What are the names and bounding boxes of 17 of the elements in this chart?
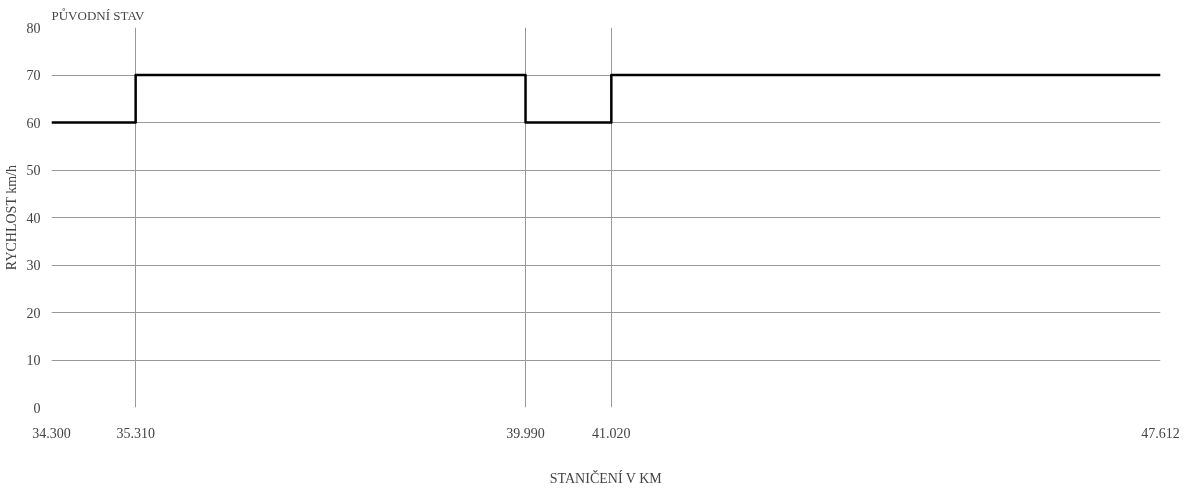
x-tick-label: 41.020 <box>592 425 631 441</box>
y-tick-label: 60 <box>26 115 41 131</box>
x-axis-title: STANIČENÍ V KM <box>549 469 663 486</box>
y-tick-label: 20 <box>26 305 41 321</box>
y-tick-label: 0 <box>33 400 41 416</box>
x-tick-label: 47.612 <box>1141 425 1180 441</box>
y-axis-title: RYCHLOST km/h <box>3 165 19 271</box>
chart-title: PŮVODNÍ STAV <box>51 7 146 23</box>
y-tick-label: 30 <box>26 258 41 273</box>
y-tick-label: 10 <box>26 353 41 368</box>
x-tick-label: 34.300 <box>32 425 71 441</box>
y-tick-label: 70 <box>26 68 41 83</box>
x-tick-label: 39.990 <box>506 425 545 441</box>
x-tick-label: 35.310 <box>116 425 155 441</box>
y-tick-label: 50 <box>26 163 41 178</box>
y-tick-label: 80 <box>26 20 41 36</box>
y-tick-label: 40 <box>26 210 41 226</box>
